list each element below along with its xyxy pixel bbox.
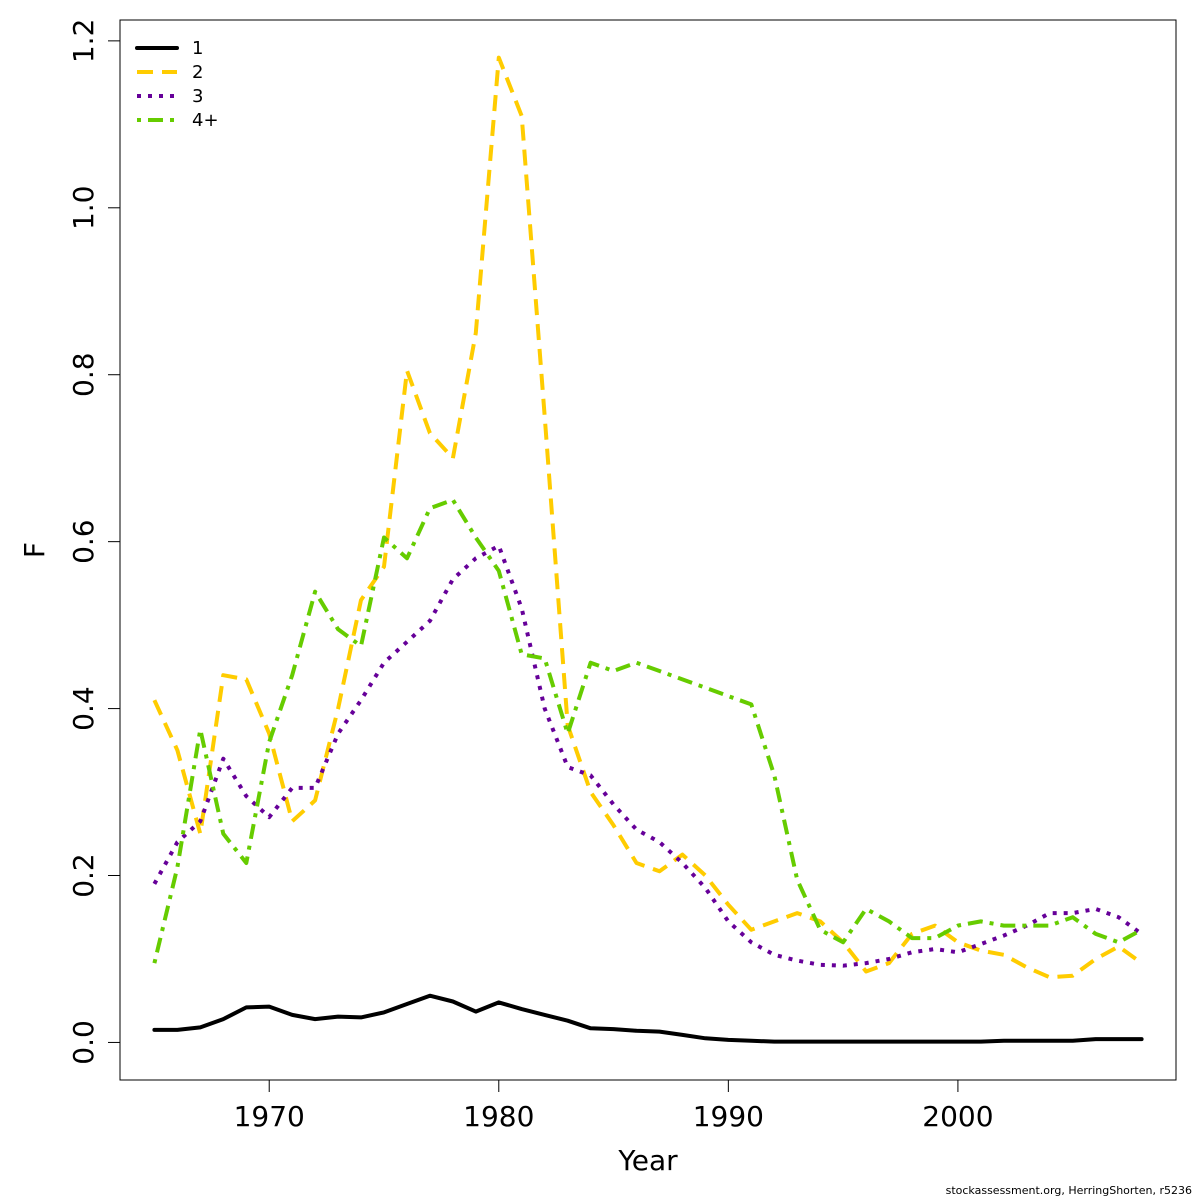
series-line-1 — [152, 993, 1144, 1044]
y-tick-label: 0.2 — [67, 853, 100, 898]
x-tick-label: 1990 — [693, 1100, 764, 1133]
legend-label: 1 — [192, 38, 203, 59]
plot-frame — [119, 19, 1177, 1081]
y-tick-label: 0.8 — [67, 352, 100, 397]
legend-label: 3 — [192, 86, 203, 107]
x-tick-label: 1970 — [234, 1100, 305, 1133]
axis-ticks: 1970 1980 1990 2000 0.0 0.2 0.4 0.6 0.8 1.0 1.2 — [67, 19, 994, 1133]
y-tick-label: 1.0 — [67, 186, 100, 231]
series-line-4plus — [152, 497, 1143, 964]
y-tick-label: 0.6 — [67, 519, 100, 564]
series-lines — [152, 55, 1144, 1044]
series-line-3 — [152, 543, 1143, 968]
x-tick-label: 2000 — [922, 1100, 993, 1133]
footer-credit: stockassessment.org, HerringShorten, r52… — [946, 1184, 1192, 1197]
legend: 1 2 3 4+ — [135, 38, 219, 131]
y-tick-label: 0.4 — [67, 686, 100, 731]
x-axis-title: Year — [617, 1144, 678, 1177]
y-axis-title: F — [18, 542, 51, 558]
series-line-2 — [152, 55, 1143, 980]
legend-label: 2 — [192, 62, 203, 83]
legend-label: 4+ — [192, 110, 219, 131]
x-tick-label: 1980 — [463, 1100, 534, 1133]
y-tick-label: 1.2 — [67, 19, 100, 64]
y-tick-label: 0.0 — [67, 1020, 100, 1065]
